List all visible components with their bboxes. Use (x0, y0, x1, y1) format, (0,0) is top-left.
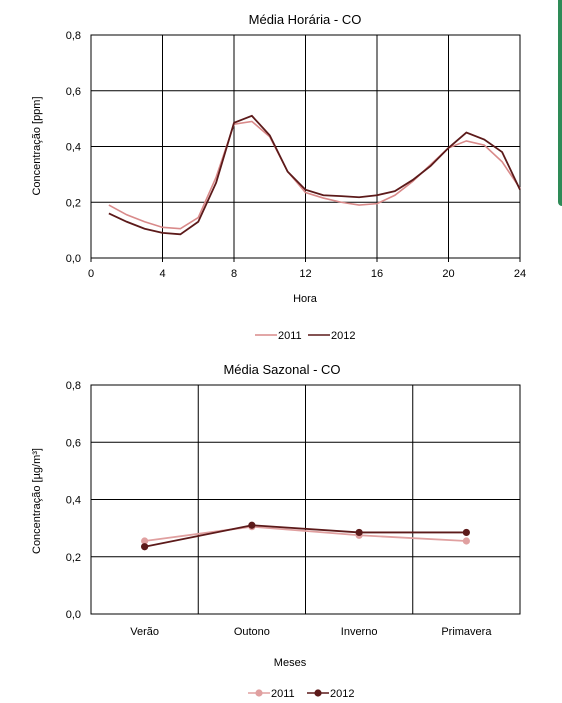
chart2-plot-frame (90, 384, 521, 615)
chart2-title: Média Sazonal - CO (223, 362, 340, 377)
chart2-point-2011 (462, 537, 470, 545)
chart1-ylabel: Concentração [ppm] (31, 96, 43, 195)
chart1-y-tick-label: 0,2 (66, 197, 81, 209)
chart1-plot-frame (90, 34, 521, 259)
chart2-legend-label-2012: 2012 (330, 688, 354, 700)
chart1-x-tick-label: 12 (299, 268, 311, 280)
chart1-y-tick-label: 0,8 (66, 30, 81, 42)
chart2-point-2012 (141, 543, 149, 551)
chart1-x-tick-label: 24 (514, 268, 526, 280)
chart1-y-tick-label: 0,0 (66, 253, 81, 265)
chart1-title: Média Horária - CO (249, 12, 362, 27)
chart2-x-tick-label: Inverno (341, 626, 378, 638)
chart1-x-tick-label: 4 (159, 268, 165, 280)
chart1-legend-label-2011: 2011 (278, 330, 302, 342)
chart1-xlabel: Hora (293, 293, 318, 305)
chart2-point-2012 (462, 528, 470, 537)
chart1: 0,0 0,2 0,4 0,6 0,8 0 4 8 12 16 20 24 2011 2012 (66, 30, 526, 342)
chart2-legend-label-2011: 2011 (271, 688, 295, 700)
chart1-series-line-2011 (108, 120, 521, 230)
chart1-x-tick-label: 8 (231, 268, 237, 280)
chart1-y-tick-label: 0,6 (66, 86, 81, 98)
chart2-ylabel: Concentração [µg/m³] (31, 448, 43, 554)
chart2-x-tick-label: Verão (130, 626, 159, 638)
side-accent-bar (558, 0, 562, 206)
chart2-legend-marker-2011 (255, 689, 263, 697)
chart1-legend-label-2012: 2012 (331, 330, 355, 342)
chart2-series-line-2011 (144, 525, 467, 542)
chart2-point-2012 (355, 528, 363, 537)
chart2-x-tick-label: Primavera (441, 626, 492, 638)
chart2-y-tick-label: 0,4 (66, 495, 81, 507)
chart1-series-line-2012 (108, 114, 521, 236)
chart1-x-tick-label: 0 (88, 268, 94, 280)
chart2-x-tick-label: Outono (234, 626, 270, 638)
chart2-y-tick-label: 0,2 (66, 552, 81, 564)
chart2-y-tick-label: 0,0 (66, 609, 81, 621)
chart1-x-tick-label: 16 (371, 268, 383, 280)
chart2-point-2012 (248, 521, 256, 529)
chart1-x-tick-label: 20 (442, 268, 454, 280)
chart2-y-tick-label: 0,6 (66, 437, 81, 449)
chart2-point-2011 (141, 537, 149, 545)
chart2: 0,0 0,2 0,4 0,6 0,8 Verão Outono Inverno Primave… (66, 380, 521, 700)
chart2-series-line-2012 (144, 524, 467, 548)
chart1-y-tick-label: 0,4 (66, 142, 81, 154)
chart2-legend-marker-2012 (314, 689, 322, 697)
chart2-xlabel: Meses (274, 657, 307, 669)
chart2-y-tick-label: 0,8 (66, 380, 81, 392)
